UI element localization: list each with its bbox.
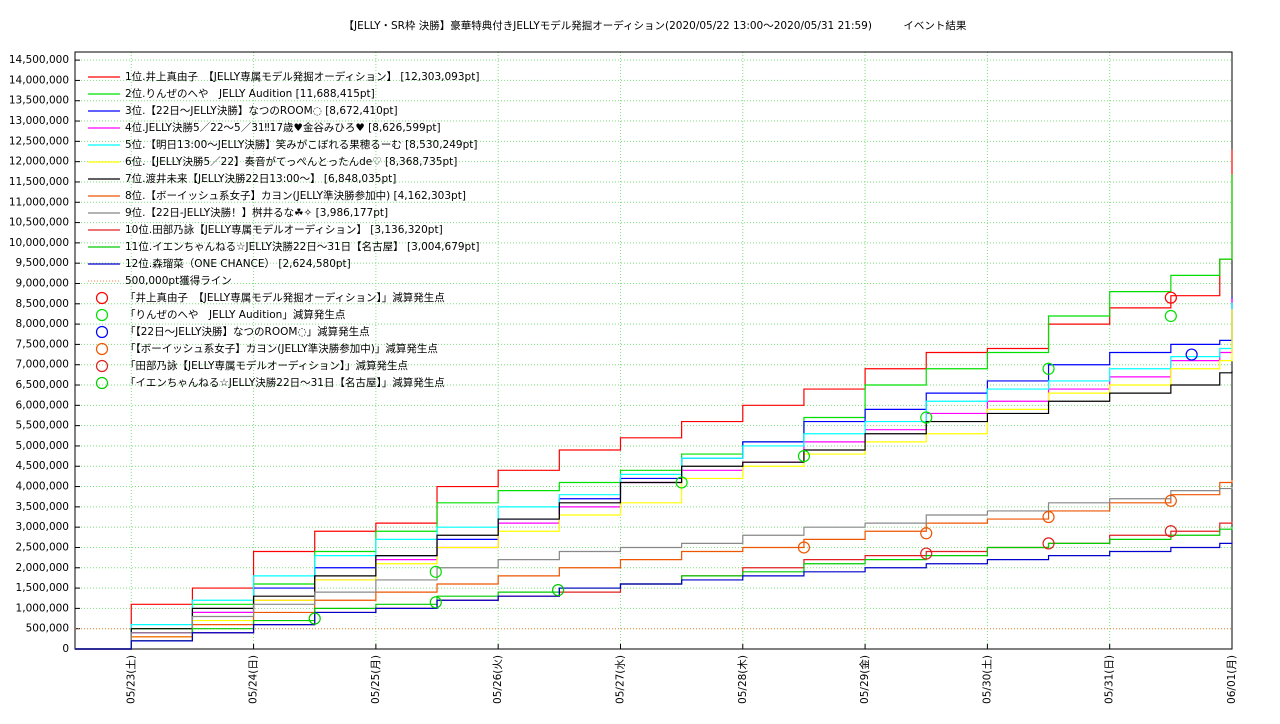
y-tick-label: 1,500,000: [16, 582, 69, 594]
legend-label: 4位.JELLY決勝5／22～5／31‼17歳♥金谷みひろ♥ [8,626,59…: [125, 121, 441, 134]
y-tick-label: 6,500,000: [16, 379, 69, 391]
y-tick-label: 14,000,000: [9, 74, 69, 86]
legend-label: 12位.森瑠菜（ONE CHANCE） [2,624,580pt]: [125, 257, 351, 270]
reduction-marker: [1185, 348, 1198, 361]
legend-label: 5位.【明日13:00～JELLY決勝】笑みがこぼれる果穂るーむ [8,530,…: [125, 138, 477, 151]
y-tick-label: 0: [62, 643, 69, 655]
legend-swatch: [95, 359, 109, 373]
y-tick-label: 12,000,000: [9, 156, 69, 168]
x-tick-label: 05/25(月): [370, 655, 382, 704]
y-tick-label: 12,500,000: [9, 135, 69, 147]
y-tick-label: 13,000,000: [9, 115, 69, 127]
chart-title: 【JELLY・SR枠 決勝】豪華特典付きJELLYモデル発掘オーディション(20…: [344, 19, 967, 32]
reduction-marker: [1042, 362, 1055, 375]
x-tick-label: 05/30(土): [980, 655, 993, 704]
y-tick-label: 9,000,000: [16, 277, 69, 289]
legend-label: 10位.田部乃詠【JELLY専属モデルオーディション】 [3,136,320pt…: [125, 223, 443, 236]
x-tick-label: 06/01(月): [1226, 655, 1238, 704]
x-tick-label: 05/27(水): [614, 655, 626, 704]
reduction-marker: [1164, 291, 1177, 304]
series-line: [75, 149, 1233, 650]
reduction-marker: [1164, 525, 1177, 538]
reduction-marker: [1164, 309, 1177, 323]
legend-label: 「【22日～JELLY決勝】なつのROOM◌」減算発生点: [125, 325, 370, 338]
series-line: [75, 479, 1233, 650]
y-tick-label: 3,000,000: [16, 521, 69, 533]
y-tick-label: 5,000,000: [16, 440, 69, 452]
legend-swatch: [95, 325, 109, 339]
legend-label: 「田部乃詠【JELLY専属モデルオーディション】」減算発生点: [125, 359, 408, 372]
legend-label: 8位.【ボーイッシュ系女子】カヨン(JELLY準決勝参加中) [4,162,30…: [125, 189, 466, 202]
reduction-marker: [429, 596, 442, 609]
legend-label: 2位.りんぜのへや JELLY Audition [11,688,415pt]: [125, 87, 375, 100]
legend-label: 「【ボーイッシュ系女子】カヨン(JELLY準決勝参加中)」減算発生点: [125, 342, 438, 355]
legend-label: 3位.【22日～JELLY決勝】なつのROOM◌ [8,672,410pt]: [125, 104, 398, 117]
y-tick-label: 9,500,000: [16, 257, 69, 269]
reduction-marker: [920, 547, 933, 560]
y-tick-label: 2,500,000: [16, 541, 69, 553]
x-tick-label: 05/31(日): [1104, 655, 1116, 704]
y-tick-label: 7,000,000: [16, 359, 69, 371]
reduction-marker: [797, 541, 811, 554]
legend-label: 「りんぜのへや JELLY Audition」減算発生点: [125, 308, 345, 321]
legend-label: 「井上真由子 【JELLY専属モデル発掘オーディション】」減算発生点: [125, 291, 445, 304]
series-line: [75, 487, 1233, 650]
y-tick-label: 6,000,000: [16, 399, 69, 411]
y-tick-label: 1,000,000: [16, 602, 69, 614]
y-tick-label: 7,500,000: [16, 338, 69, 350]
reduction-marker: [1042, 510, 1055, 524]
series-line: [75, 174, 1233, 650]
series-line: [75, 521, 1233, 650]
y-tick-label: 13,500,000: [9, 95, 69, 107]
legend-swatch: [95, 376, 109, 390]
legend-label: 1位.井上真由子 【JELLY専属モデル発掘オーディション】 [12,303,0…: [125, 70, 479, 83]
legend-label: 11位.イエンちゃんねる☆JELLY決勝22日～31日【名古屋】 [3,004,…: [125, 240, 479, 253]
legend-swatch: [95, 308, 109, 322]
x-tick-label: 05/26(火): [492, 655, 504, 704]
y-tick-label: 4,500,000: [16, 460, 69, 472]
y-tick-label: 8,000,000: [16, 318, 69, 330]
y-tick-label: 11,500,000: [9, 176, 69, 188]
series-line: [75, 370, 1233, 650]
legend-label: 500,000pt獲得ライン: [125, 274, 232, 287]
reduction-marker: [308, 612, 321, 625]
reduction-marker: [797, 449, 811, 463]
legend-swatch: [95, 342, 109, 356]
y-tick-label: 500,000: [26, 623, 69, 635]
reduction-marker: [552, 584, 565, 597]
reduction-marker: [1164, 494, 1177, 507]
legend-label: 9位.【22日-JELLY決勝！】桝井るな☘✧ [3,986,177pt]: [125, 206, 388, 219]
reduction-marker: [920, 527, 933, 540]
y-tick-label: 2,000,000: [16, 562, 69, 574]
series-line: [75, 302, 1233, 650]
y-tick-label: 3,500,000: [16, 501, 69, 513]
y-tick-label: 11,000,000: [9, 196, 69, 208]
y-tick-label: 10,000,000: [9, 237, 69, 249]
legend-label: 7位.渡井未来【JELLY決勝22日13:00～】 [6,848,035pt]: [125, 172, 396, 185]
x-tick-label: 05/29(金): [858, 655, 871, 704]
series-line: [75, 542, 1233, 650]
legend-label: 6位.【JELLY決勝5／22】奏音がてっぺんとったんde♡ [8,368,73…: [125, 155, 457, 168]
y-tick-label: 4,000,000: [16, 481, 69, 493]
reduction-marker: [1042, 537, 1055, 550]
reduction-marker: [675, 476, 688, 489]
reduction-marker: [429, 565, 442, 578]
x-tick-label: 05/24(日): [248, 655, 260, 704]
y-tick-label: 14,500,000: [9, 54, 69, 66]
x-tick-label: 05/28(木): [737, 655, 749, 704]
series-line: [75, 526, 1233, 650]
x-tick-label: 05/23(土): [124, 655, 137, 704]
legend-label: 「イエンちゃんねる☆JELLY決勝22日～31日【名古屋】」減算発生点: [125, 376, 445, 389]
reduction-marker: [920, 411, 933, 424]
y-tick-label: 10,500,000: [9, 217, 69, 229]
legend-swatch: [95, 291, 109, 305]
y-tick-label: 5,500,000: [16, 420, 69, 432]
y-tick-label: 8,500,000: [16, 298, 69, 310]
